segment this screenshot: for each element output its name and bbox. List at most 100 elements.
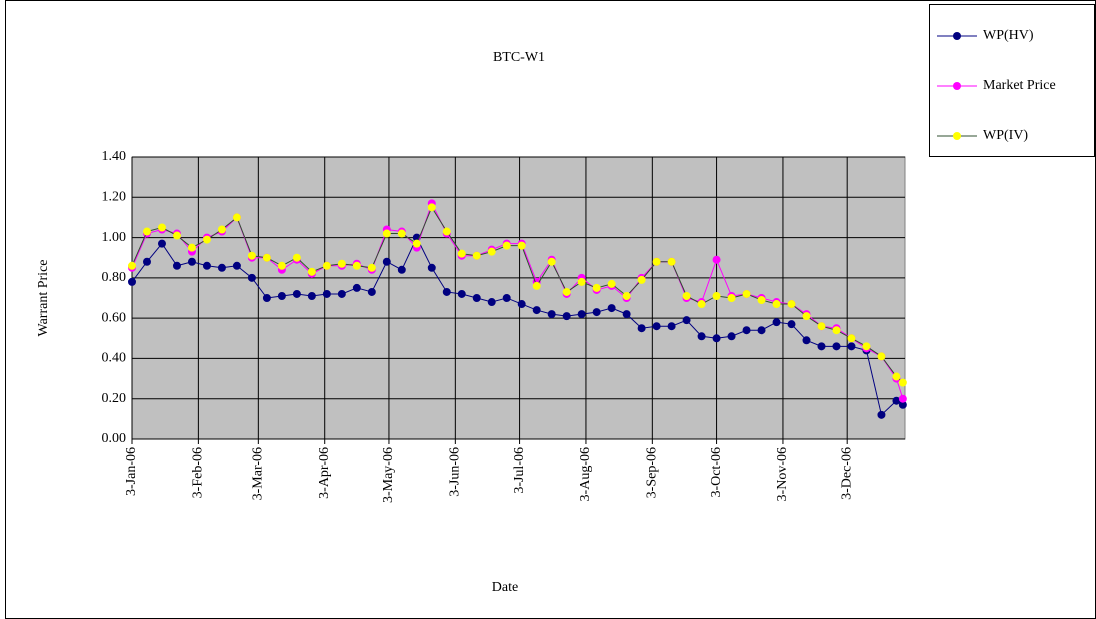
data-point [263,295,270,302]
data-point [158,224,165,231]
data-point [818,343,825,350]
data-point [308,268,315,275]
x-tick-label: 3-Sep-06 [645,447,660,498]
x-tick-label: 3-Dec-06 [839,447,854,500]
data-point [578,278,585,285]
legend-label: WP(IV) [983,128,1028,143]
data-point [878,353,885,360]
data-point [443,288,450,295]
y-tick-label: 0.60 [102,310,127,325]
data-point [203,262,210,269]
data-point [488,299,495,306]
data-point [518,242,525,249]
data-point [533,307,540,314]
data-point [548,311,555,318]
data-point [458,290,465,297]
legend-marker [953,132,961,140]
data-point [338,290,345,297]
data-point [488,248,495,255]
data-point [713,292,720,299]
data-point [899,379,906,386]
data-point [428,264,435,271]
legend-marker [953,32,961,40]
data-point [668,323,675,330]
data-point [203,236,210,243]
data-point [158,240,165,247]
data-point [593,284,600,291]
data-point [743,327,750,334]
data-point [293,254,300,261]
data-point [398,230,405,237]
data-point [533,282,540,289]
data-point [728,333,735,340]
data-point [428,204,435,211]
legend-label: Market Price [983,78,1056,93]
data-point [323,290,330,297]
data-point [818,323,825,330]
data-point [758,327,765,334]
data-point [503,242,510,249]
data-point [878,411,885,418]
y-tick-label: 1.40 [102,149,127,164]
data-point [278,262,285,269]
data-point [503,295,510,302]
data-point [473,295,480,302]
plot-area [132,157,905,439]
y-tick-label: 0.80 [102,270,127,285]
y-tick-label: 1.20 [102,190,127,205]
data-point [638,325,645,332]
x-tick-label: 3-Mar-06 [251,447,266,500]
data-point [248,274,255,281]
data-point [188,244,195,251]
x-tick-label: 3-Jan-06 [124,447,139,496]
data-point [713,335,720,342]
data-point [368,288,375,295]
data-point [593,309,600,316]
data-point [278,292,285,299]
x-tick-label: 3-Jul-06 [512,447,527,494]
data-point [683,292,690,299]
y-tick-label: 0.20 [102,391,127,406]
x-tick-label: 3-Oct-06 [709,447,724,498]
data-point [398,266,405,273]
data-point [173,232,180,239]
x-tick-label: 3-Feb-06 [191,447,206,498]
data-point [293,290,300,297]
x-tick-label: 3-Aug-06 [578,447,593,501]
data-point [848,343,855,350]
data-point [218,226,225,233]
data-point [743,290,750,297]
data-point [173,262,180,269]
data-point [473,252,480,259]
data-point [848,335,855,342]
data-point [233,214,240,221]
legend-label: WP(HV) [983,28,1034,43]
data-point [563,288,570,295]
data-point [863,343,870,350]
data-point [368,264,375,271]
chart: BTC-W1 Date Warrant Price 0.000.200.400.… [0,0,1096,619]
y-tick-label: 1.00 [102,230,127,245]
y-tick-label: 0.00 [102,431,127,446]
data-point [338,260,345,267]
x-tick-label: 3-May-06 [381,447,396,503]
data-point [653,323,660,330]
data-point [668,258,675,265]
data-point [608,305,615,312]
data-point [443,228,450,235]
data-point [623,311,630,318]
data-point [698,333,705,340]
chart-title: BTC-W1 [493,50,545,65]
x-tick-label: 3-Apr-06 [317,447,332,499]
data-point [893,373,900,380]
x-axis-label: Date [492,580,518,595]
data-point [129,262,136,269]
data-point [773,319,780,326]
data-point [578,311,585,318]
data-point [788,321,795,328]
data-point [899,395,906,402]
data-point [803,337,810,344]
data-point [233,262,240,269]
data-point [383,230,390,237]
data-point [713,256,720,263]
